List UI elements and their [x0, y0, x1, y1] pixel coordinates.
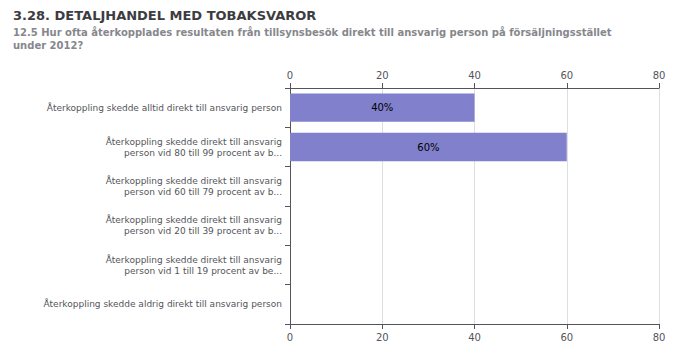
svg-text:Återkoppling skedde alltid dir: Återkoppling skedde alltid direkt till a… — [47, 102, 282, 113]
svg-text:person vid 20 till 39 procent: person vid 20 till 39 procent av b... — [124, 226, 282, 236]
svg-text:Återkoppling skedde direkt til: Återkoppling skedde direkt till ansvarig — [106, 254, 282, 265]
svg-text:0: 0 — [287, 332, 293, 343]
svg-text:80: 80 — [653, 332, 666, 343]
svg-text:under 2012?: under 2012? — [13, 40, 83, 51]
svg-text:20: 20 — [376, 332, 389, 343]
svg-text:60: 60 — [560, 70, 573, 81]
svg-text:60%: 60% — [417, 142, 439, 153]
svg-text:Återkoppling skedde direkt til: Återkoppling skedde direkt till ansvarig — [106, 214, 282, 225]
svg-text:40: 40 — [468, 70, 481, 81]
svg-text:Återkoppling skedde aldrig dir: Återkoppling skedde aldrig direkt till a… — [43, 298, 282, 309]
svg-text:12.5 Hur ofta återkopplades re: 12.5 Hur ofta återkopplades resultaten f… — [13, 26, 612, 38]
svg-text:person vid 1 till 19 procent a: person vid 1 till 19 procent av be... — [124, 266, 282, 276]
svg-text:40%: 40% — [371, 102, 393, 113]
svg-text:3.28. DETALJHANDEL MED TOBAKSV: 3.28. DETALJHANDEL MED TOBAKSVAROR — [13, 8, 316, 23]
svg-text:80: 80 — [653, 70, 666, 81]
svg-text:60: 60 — [560, 332, 573, 343]
svg-text:40: 40 — [468, 332, 481, 343]
svg-text:person vid 60 till 79 procent: person vid 60 till 79 procent av b... — [124, 187, 282, 197]
svg-text:Återkoppling skedde direkt til: Återkoppling skedde direkt till ansvarig — [106, 136, 282, 147]
svg-text:20: 20 — [376, 70, 389, 81]
svg-text:person vid 80 till 99 procent: person vid 80 till 99 procent av b... — [124, 148, 282, 158]
svg-text:0: 0 — [287, 70, 293, 81]
svg-text:Återkoppling skedde direkt til: Återkoppling skedde direkt till ansvarig — [106, 175, 282, 186]
